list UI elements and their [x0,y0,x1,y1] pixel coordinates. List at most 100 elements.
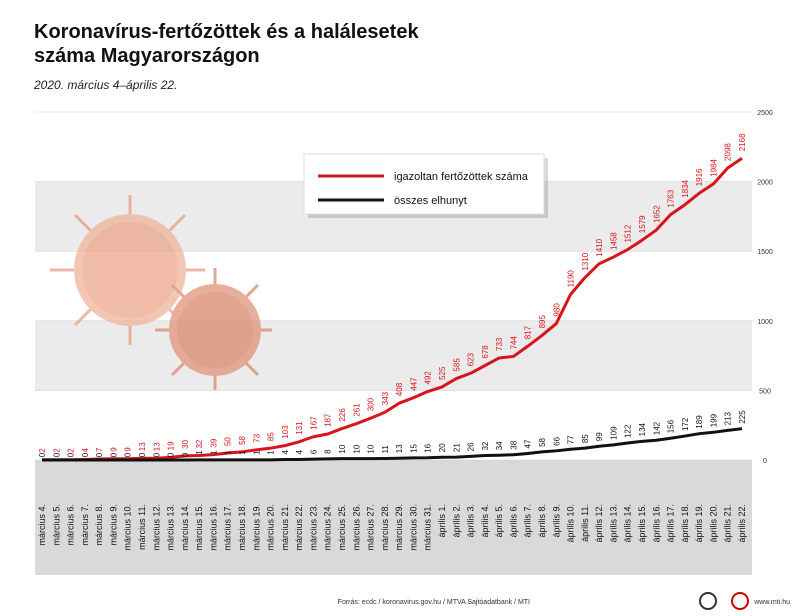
x-tick-label: március 5. [51,504,61,546]
data-label: 2168 [738,133,747,151]
chart-subtitle: 2020. március 4–április 22. [34,78,178,92]
x-tick-label: március 24. [323,504,333,551]
data-label: 226 [338,408,347,422]
data-label: 167 [309,416,318,430]
data-label: 0 [138,452,147,457]
data-label: 142 [652,421,661,435]
data-label: 0 [67,452,76,457]
x-tick-label: március 12. [151,504,161,551]
data-label: 156 [667,419,676,433]
data-label: 225 [738,410,747,424]
data-label: 492 [424,371,433,385]
data-label: 1310 [581,252,590,270]
data-label: 1763 [667,189,676,207]
data-label: 16 [424,443,433,452]
data-label: 1916 [695,168,704,186]
y-tick-label: 2500 [757,110,773,117]
legend-label: igazoltan fertőzöttek száma [394,171,529,183]
x-tick-label: március 4. [37,504,47,546]
chart-title: Koronavírus-fertőzöttek és a halálesetek… [34,21,419,67]
data-label: 261 [352,403,361,417]
data-label: 1410 [595,238,604,256]
x-tick-label: április 3. [466,504,476,538]
data-label: 817 [524,325,533,339]
data-label: 199 [709,413,718,427]
data-label: 2 [67,448,76,453]
data-label: 66 [552,436,561,445]
x-tick-label: április 17. [666,504,676,543]
source: Forrás: ecdc / koronavirus.gov.hu / MTVA… [338,599,530,606]
x-tick-label: március 10. [123,504,133,551]
x-tick-label: március 31. [423,504,433,551]
data-label: 58 [238,435,247,444]
data-label: 13 [138,442,147,451]
data-label: 300 [367,397,376,411]
data-label: 1 [195,450,204,455]
x-tick-label: március 7. [80,504,90,546]
data-label: 26 [467,442,476,451]
data-label: 9 [109,447,118,452]
data-label: 980 [552,303,561,317]
data-label: 109 [609,426,618,440]
data-label: 408 [395,382,404,396]
x-tick-label: április 18. [680,504,690,543]
x-tick-label: április 4. [480,504,490,538]
data-label: 1 [238,450,247,455]
data-label: 39 [209,438,218,447]
x-tick-label: április 20. [708,504,718,543]
x-tick-label: április 19. [694,504,704,543]
x-tick-label: március 23. [308,504,318,551]
series-line [42,156,743,462]
x-tick-label: március 15. [194,504,204,551]
data-label: 1190 [567,270,576,288]
logo [699,592,717,610]
data-label: 187 [324,413,333,427]
x-tick-label: április 13. [608,504,618,543]
data-label: 32 [481,441,490,450]
x-tick-label: április 1. [437,504,447,538]
data-label: 447 [409,377,418,391]
data-label: 9 [124,447,133,452]
data-label: 525 [438,366,447,380]
data-label: 1458 [609,232,618,250]
data-label: 8 [324,449,333,454]
logo [731,592,749,610]
data-label: 1 [252,450,261,455]
data-label: 172 [681,417,690,431]
x-tick-label: április 9. [551,504,561,538]
data-label: 77 [567,435,576,444]
x-tick-label: március 30. [408,504,418,551]
data-label: 585 [452,358,461,372]
x-tick-label: április 6. [508,504,518,538]
data-label: 1834 [681,179,690,197]
x-tick-label: március 17. [223,504,233,551]
data-label: 2098 [724,143,733,161]
x-tick-label: március 6. [66,504,76,546]
data-label: 623 [467,352,476,366]
data-label: 1 [224,450,233,455]
data-label: 0 [95,452,104,457]
data-label: 10 [352,444,361,453]
x-tick-label: március 13. [166,504,176,551]
y-tick-label: 1000 [757,319,773,326]
data-label: 2 [52,448,61,453]
data-label: 21 [452,443,461,452]
x-tick-label: március 25. [337,504,347,551]
data-label: 1 [267,450,276,455]
data-label: 4 [81,447,90,452]
x-tick-label: március 20. [266,504,276,551]
y-tick-label: 1500 [757,249,773,256]
data-label: 189 [695,415,704,429]
data-label: 13 [152,442,161,451]
data-label: 0 [52,452,61,457]
data-label: 103 [281,425,290,439]
data-label: 34 [495,441,504,450]
data-label: 19 [167,441,176,450]
data-label: 10 [367,444,376,453]
x-tick-label: március 8. [94,504,104,546]
x-tick-label: április 12. [594,504,604,543]
data-label: 343 [381,391,390,405]
x-tick-label: április 10. [566,504,576,543]
